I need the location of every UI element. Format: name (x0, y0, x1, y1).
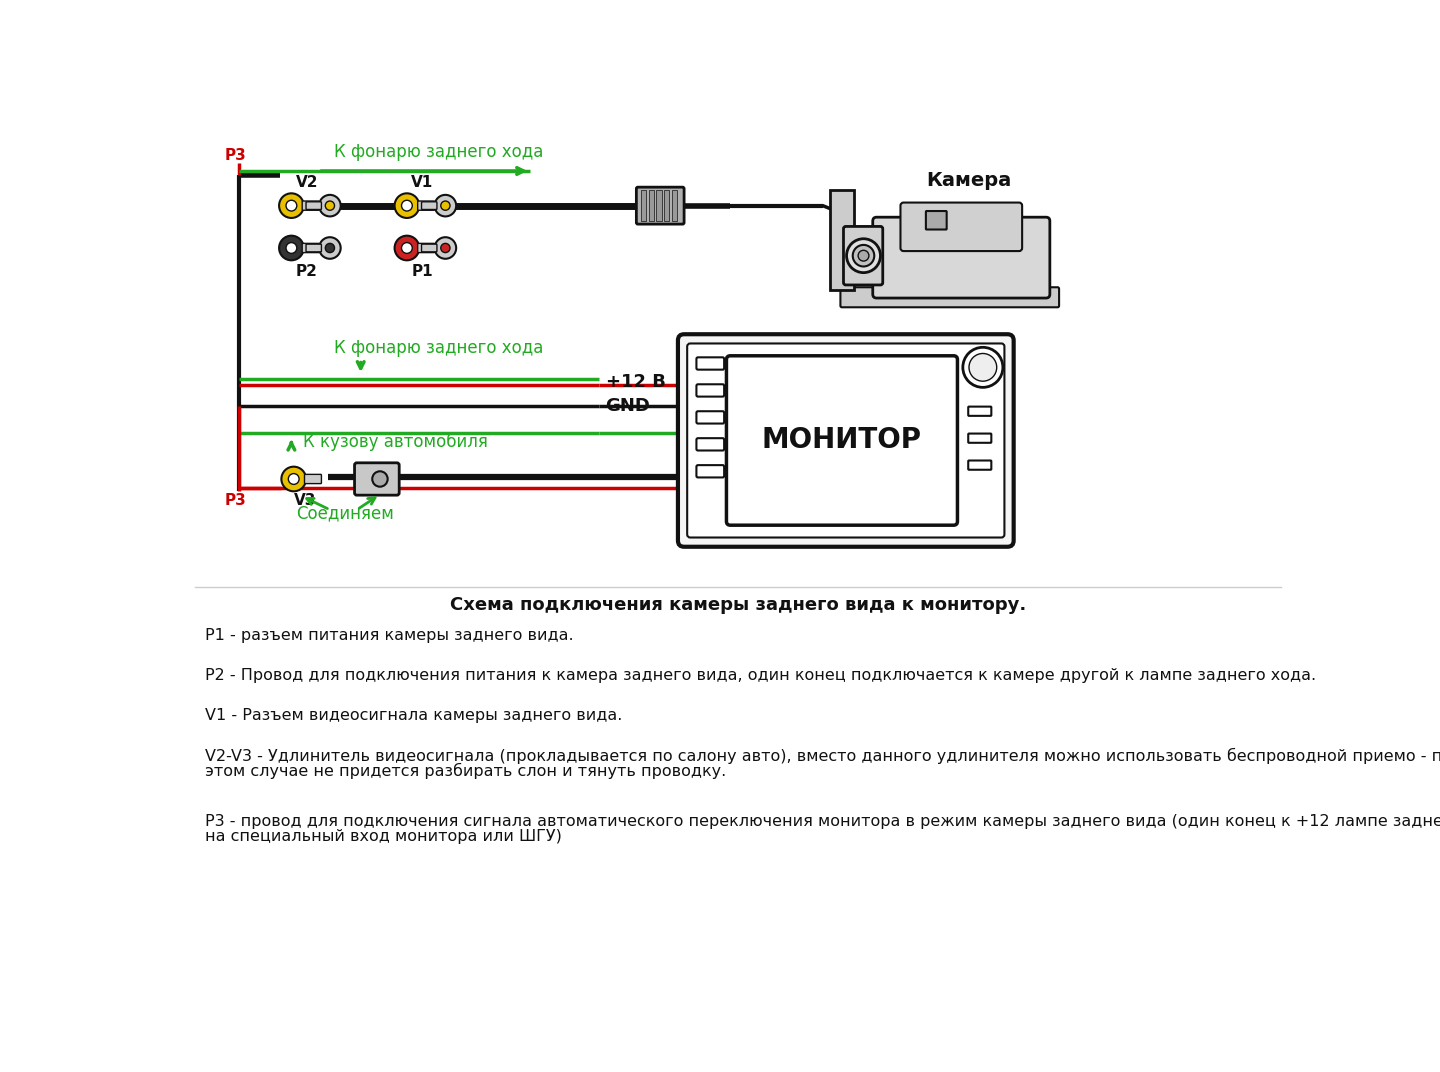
FancyBboxPatch shape (418, 202, 435, 210)
Circle shape (320, 195, 341, 217)
FancyBboxPatch shape (678, 334, 1014, 547)
Circle shape (395, 193, 419, 218)
Circle shape (963, 347, 1002, 387)
FancyBboxPatch shape (697, 438, 724, 450)
Circle shape (858, 250, 868, 262)
Text: V1: V1 (412, 175, 433, 190)
FancyBboxPatch shape (304, 475, 321, 483)
FancyBboxPatch shape (841, 287, 1058, 308)
Text: этом случае не придется разбирать слон и тянуть проводку.: этом случае не придется разбирать слон и… (204, 763, 726, 779)
Polygon shape (831, 190, 854, 291)
Circle shape (288, 474, 300, 485)
Circle shape (969, 354, 996, 382)
Circle shape (279, 193, 304, 218)
Text: К фонарю заднего хода: К фонарю заднего хода (334, 339, 543, 357)
Circle shape (395, 236, 419, 260)
FancyBboxPatch shape (968, 433, 991, 443)
FancyBboxPatch shape (968, 406, 991, 416)
Bar (657, 190, 662, 221)
FancyBboxPatch shape (636, 188, 684, 224)
FancyBboxPatch shape (302, 243, 320, 253)
Bar (641, 190, 647, 221)
Circle shape (287, 200, 297, 211)
FancyBboxPatch shape (302, 202, 320, 210)
Circle shape (287, 242, 297, 253)
Circle shape (441, 243, 451, 253)
Circle shape (281, 466, 307, 491)
Text: P3: P3 (225, 148, 246, 163)
Text: К кузову автомобиля: К кузову автомобиля (302, 433, 488, 451)
Text: V3: V3 (294, 493, 317, 508)
FancyBboxPatch shape (697, 357, 724, 370)
Text: Соединяем: Соединяем (297, 505, 395, 523)
Circle shape (373, 472, 387, 487)
Text: Р3 - провод для подключения сигнала автоматического переключения монитора в режи: Р3 - провод для подключения сигнала авто… (204, 814, 1440, 829)
FancyBboxPatch shape (422, 244, 436, 252)
Circle shape (847, 239, 880, 272)
Circle shape (435, 237, 456, 258)
Text: P1 - разъем питания камеры заднего вида.: P1 - разъем питания камеры заднего вида. (204, 627, 573, 642)
Circle shape (279, 236, 304, 260)
Bar (672, 190, 677, 221)
Text: P2: P2 (295, 264, 318, 279)
FancyBboxPatch shape (422, 202, 436, 209)
Text: V1 - Разъем видеосигнала камеры заднего вида.: V1 - Разъем видеосигнала камеры заднего … (204, 708, 622, 723)
FancyBboxPatch shape (726, 356, 958, 525)
Text: GND: GND (606, 397, 651, 415)
Text: Камера: Камера (926, 172, 1012, 191)
Text: +12 В: +12 В (606, 373, 665, 391)
Text: P2 - Провод для подключения питания к камера заднего вида, один конец подключает: P2 - Провод для подключения питания к ка… (204, 668, 1316, 683)
Text: МОНИТОР: МОНИТОР (762, 427, 922, 455)
FancyBboxPatch shape (307, 202, 321, 209)
FancyBboxPatch shape (697, 412, 724, 423)
FancyBboxPatch shape (926, 211, 946, 229)
Text: К фонарю заднего хода: К фонарю заднего хода (334, 143, 543, 161)
Text: V2-V3 - Удлинитель видеосигнала (прокладывается по салону авто), вместо данного : V2-V3 - Удлинитель видеосигнала (проклад… (204, 748, 1440, 764)
Text: P3: P3 (225, 493, 246, 508)
FancyBboxPatch shape (307, 244, 321, 252)
Circle shape (325, 243, 334, 253)
Circle shape (325, 202, 334, 210)
Text: P1: P1 (412, 264, 433, 279)
FancyBboxPatch shape (697, 384, 724, 397)
Text: Схема подключения камеры заднего вида к монитору.: Схема подключения камеры заднего вида к … (449, 596, 1027, 613)
Bar (648, 190, 654, 221)
Text: на специальный вход монитора или ШГУ): на специальный вход монитора или ШГУ) (204, 830, 562, 845)
FancyBboxPatch shape (354, 463, 399, 495)
FancyBboxPatch shape (873, 218, 1050, 298)
Circle shape (402, 242, 412, 253)
FancyBboxPatch shape (687, 343, 1005, 537)
FancyBboxPatch shape (697, 465, 724, 477)
FancyBboxPatch shape (968, 461, 991, 470)
Circle shape (402, 200, 412, 211)
Circle shape (852, 244, 874, 267)
Circle shape (435, 195, 456, 217)
FancyBboxPatch shape (418, 243, 435, 253)
FancyBboxPatch shape (844, 226, 883, 285)
Circle shape (320, 237, 341, 258)
Bar (664, 190, 670, 221)
FancyBboxPatch shape (900, 203, 1022, 251)
Text: V2: V2 (295, 175, 318, 190)
Circle shape (441, 202, 451, 210)
